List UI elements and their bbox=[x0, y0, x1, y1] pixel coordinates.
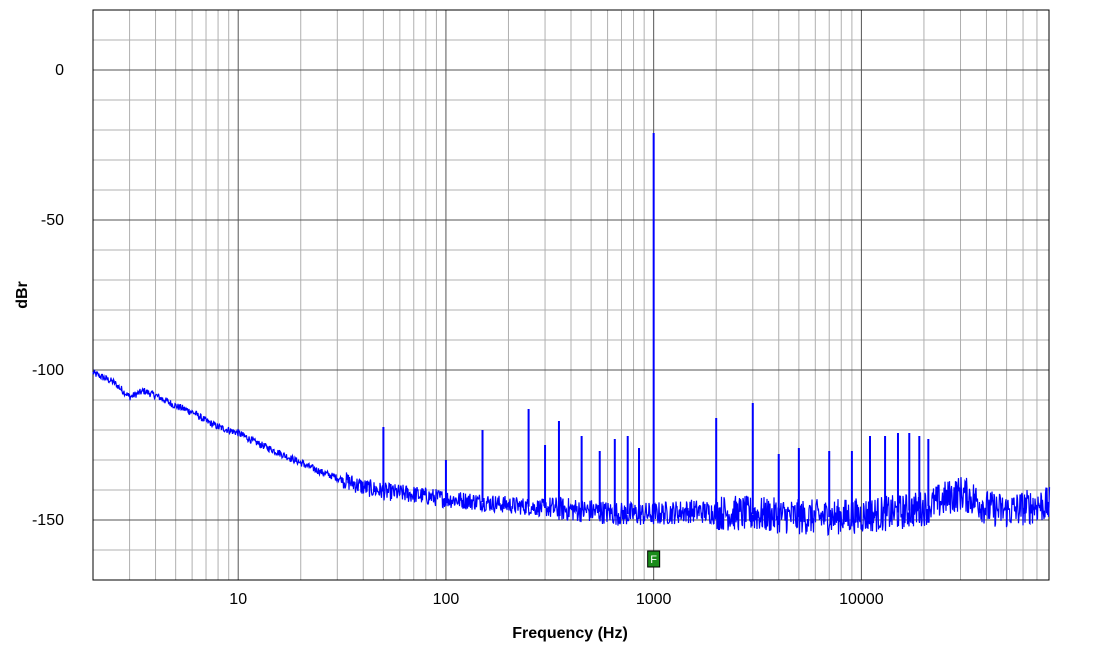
y-tick-label: -150 bbox=[32, 512, 64, 529]
y-tick-label: -100 bbox=[32, 362, 64, 379]
marker-label: F bbox=[650, 554, 657, 566]
x-tick-label: 1000 bbox=[636, 591, 672, 608]
plot-frame bbox=[92, 9, 1050, 581]
series-line bbox=[92, 369, 1051, 537]
series-group bbox=[92, 133, 1051, 537]
x-axis-title: Frequency (Hz) bbox=[512, 625, 628, 642]
y-tick-label: -50 bbox=[41, 212, 64, 229]
y-tick-label: 0 bbox=[55, 62, 64, 79]
x-tick-label: 10000 bbox=[839, 591, 884, 608]
x-tick-label: 10 bbox=[229, 591, 247, 608]
y-axis-title: dBr bbox=[14, 281, 31, 309]
x-tick-labels: 10 100 1000 10000 bbox=[229, 591, 883, 608]
marker-box bbox=[647, 550, 661, 568]
marker-group: F bbox=[647, 550, 661, 568]
x-tick-label: 100 bbox=[433, 591, 460, 608]
y-tick-labels: 0 -50 -100 -150 bbox=[32, 62, 64, 529]
